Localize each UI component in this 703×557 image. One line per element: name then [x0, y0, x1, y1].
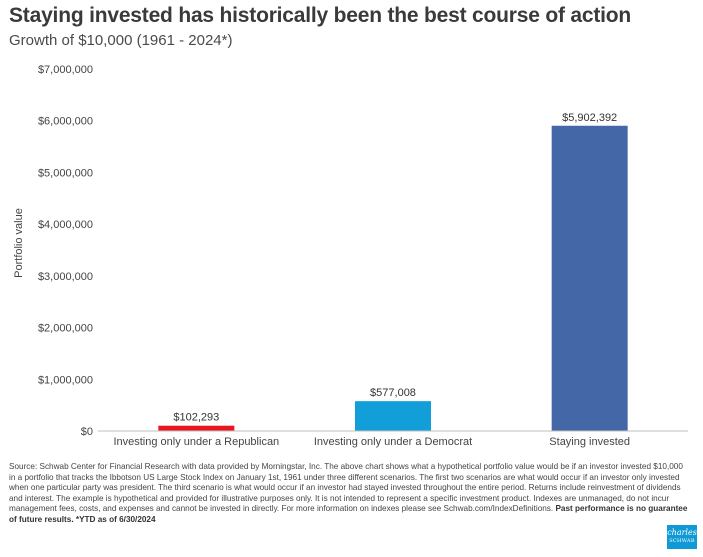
y-tick-label: $3,000,000	[38, 271, 93, 283]
chart-subtitle: Growth of $10,000 (1961 - 2024*)	[9, 32, 233, 49]
y-tick-label: $0	[81, 426, 93, 438]
x-tick-label: Staying invested	[549, 436, 630, 448]
y-tick-label: $2,000,000	[38, 323, 93, 335]
bar-value-label: $102,293	[173, 412, 219, 424]
bar	[158, 425, 235, 431]
y-tick-label: $4,000,000	[38, 219, 93, 231]
y-tick-label: $5,000,000	[38, 167, 93, 179]
footnote-text: Source: Schwab Center for Financial Rese…	[9, 462, 683, 514]
footnote-disclaimer: Past performance is no guarantee of futu…	[9, 504, 688, 524]
y-tick-label: $7,000,000	[38, 64, 93, 76]
chart-title: Staying invested has historically been t…	[9, 4, 632, 27]
y-tick-label: $6,000,000	[38, 116, 93, 128]
x-tick-label: Investing only under a Democrat	[314, 436, 472, 448]
y-tick-label: $1,000,000	[38, 374, 93, 386]
source-footnote: Source: Schwab Center for Financial Rese…	[9, 462, 691, 526]
bar-value-label: $5,902,392	[562, 112, 617, 124]
y-axis-label: Portfolio value	[13, 208, 25, 278]
footnote-ytd: *YTD as of 6/30/2024	[75, 514, 156, 524]
bar	[551, 125, 628, 431]
bar	[355, 401, 431, 431]
charles-schwab-logo: charles SCHWAB	[667, 525, 697, 549]
bar-chart: $0 $1,000,000 $2,000,000 $3,000,000 $4,000,0…	[13, 64, 688, 448]
bar-value-label: $577,008	[370, 387, 416, 399]
x-tick-label: Investing only under a Republican	[113, 436, 279, 448]
